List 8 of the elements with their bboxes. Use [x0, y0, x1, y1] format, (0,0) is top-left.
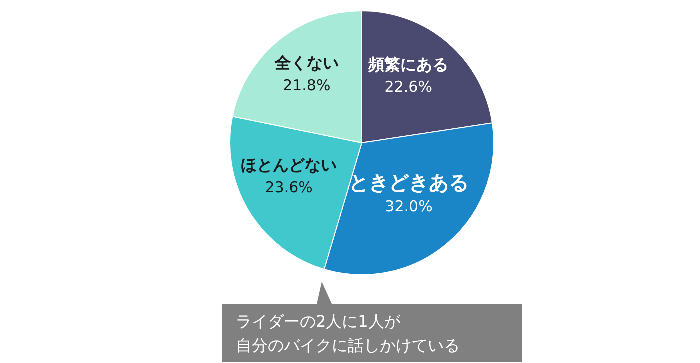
slice-label: ときどきある — [349, 170, 469, 195]
data-label: 22.6% — [384, 78, 432, 96]
data-label: 32.0% — [385, 198, 433, 216]
slice-label: ほとんどない — [241, 156, 338, 175]
slice-label: 頻繁にある — [368, 54, 449, 74]
slice-label: 全くない — [274, 54, 339, 73]
data-label: 21.8% — [283, 76, 331, 95]
data-label: 23.6% — [265, 178, 313, 197]
